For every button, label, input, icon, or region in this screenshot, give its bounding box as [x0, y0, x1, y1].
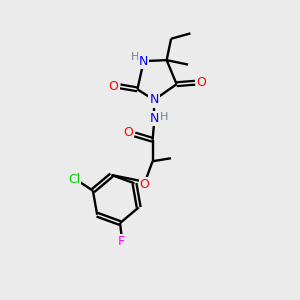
- Text: F: F: [118, 235, 125, 248]
- Text: N: N: [149, 112, 159, 125]
- Text: Cl: Cl: [68, 173, 80, 186]
- Text: N: N: [149, 94, 159, 106]
- Text: O: O: [123, 127, 133, 140]
- Text: N: N: [139, 55, 148, 68]
- Text: O: O: [109, 80, 118, 93]
- Text: H: H: [131, 52, 140, 62]
- Text: O: O: [196, 76, 206, 89]
- Text: H: H: [159, 112, 168, 122]
- Text: O: O: [140, 178, 149, 191]
